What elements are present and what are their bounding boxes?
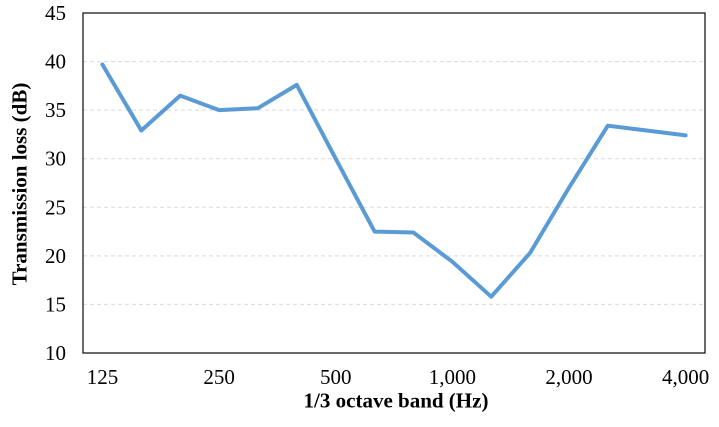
x-tick-label-2000: 2,000 bbox=[545, 365, 592, 389]
y-tick-label-25: 25 bbox=[45, 195, 66, 219]
y-tick-label-30: 30 bbox=[45, 147, 66, 171]
plot-border bbox=[82, 12, 706, 354]
y-tick-label-40: 40 bbox=[45, 50, 66, 74]
x-tick-label-1000: 1,000 bbox=[429, 365, 476, 389]
x-tick-label-4000: 4,000 bbox=[662, 365, 709, 389]
x-axis-title: 1/3 octave band (Hz) bbox=[303, 388, 489, 413]
y-tick-label-15: 15 bbox=[45, 292, 66, 316]
y-tick-label-10: 10 bbox=[45, 341, 66, 365]
data-line-transmission-loss bbox=[100, 62, 688, 299]
y-tick-label-45: 45 bbox=[45, 1, 66, 25]
x-tick-label-500: 500 bbox=[320, 365, 352, 389]
y-axis-title: Transmission loss (dB) bbox=[7, 82, 32, 286]
x-tick-label-125: 125 bbox=[87, 365, 119, 389]
x-tick-label-250: 250 bbox=[203, 365, 235, 389]
y-tick-label-35: 35 bbox=[45, 98, 66, 122]
y-tick-label-20: 20 bbox=[45, 244, 66, 268]
